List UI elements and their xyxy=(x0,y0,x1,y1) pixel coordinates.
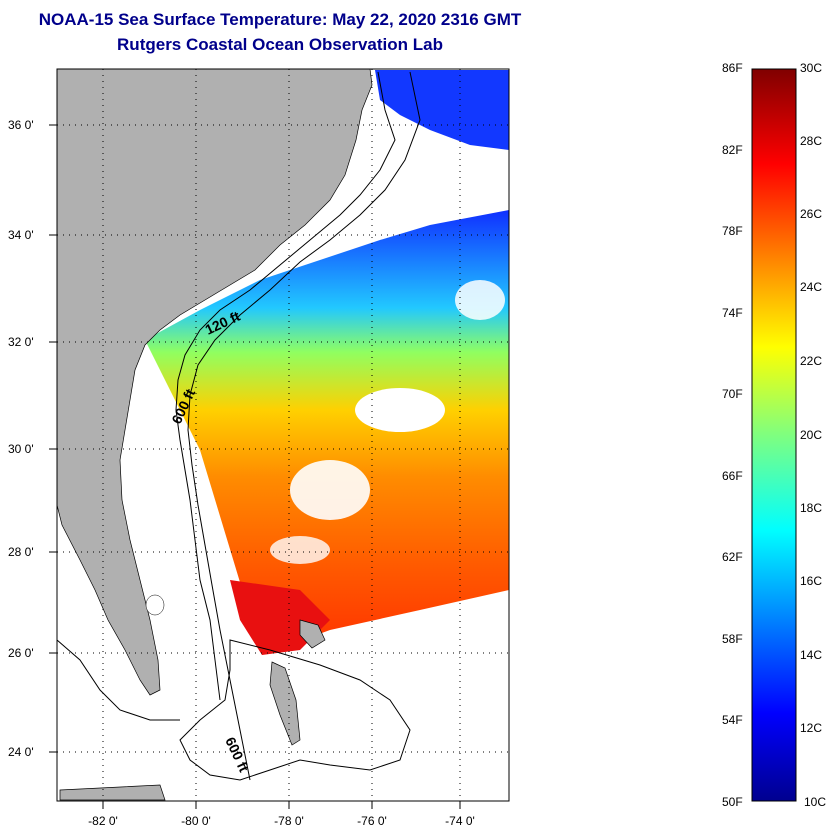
depth-contour-bahamas xyxy=(179,639,411,781)
colorbar-f-label: 86F xyxy=(722,61,743,75)
colorbar-f-label: 78F xyxy=(722,224,743,238)
lon-tick-label: -80 0' xyxy=(181,814,211,828)
colorbar-c-label: 18C xyxy=(800,501,823,515)
latitude-axis: 36 0' 34 0' 32 0' 30 0' 28 0' 26 0' 24 0… xyxy=(8,118,57,759)
map-title: NOAA-15 Sea Surface Temperature: May 22,… xyxy=(38,10,522,29)
colorbar-c-label: 26C xyxy=(800,207,823,221)
lon-tick-label: -78 0' xyxy=(274,814,304,828)
colorbar-c-label: 24C xyxy=(800,280,823,294)
cloud-patch xyxy=(290,460,370,520)
sst-northern-swath xyxy=(375,70,509,150)
colorbar-c-label: 16C xyxy=(800,574,823,588)
colorbar-c-label: 28C xyxy=(800,134,823,148)
lat-tick-label: 30 0' xyxy=(8,442,34,456)
colorbar-f-label: 82F xyxy=(722,143,743,157)
colorbar-f-label: 50F xyxy=(722,795,743,809)
lat-tick-label: 24 0' xyxy=(8,745,34,759)
cloud-patch xyxy=(270,536,330,564)
depth-contour-600ft xyxy=(187,71,421,781)
colorbar-c-label: 20C xyxy=(800,428,823,442)
longitude-axis: -82 0' -80 0' -78 0' -76 0' -74 0' xyxy=(88,801,475,828)
lat-tick-label: 34 0' xyxy=(8,228,34,242)
colorbar xyxy=(751,68,797,802)
lon-tick-label: -74 0' xyxy=(445,814,475,828)
map-subtitle: Rutgers Coastal Ocean Observation Lab xyxy=(117,35,443,54)
land-bahamas xyxy=(299,619,326,649)
depth-contour-florida-west xyxy=(56,639,180,721)
map-border xyxy=(56,68,510,802)
map-grid xyxy=(57,69,509,801)
lat-tick-label: 36 0' xyxy=(8,118,34,132)
colorbar-c-label: 10C xyxy=(804,795,827,809)
land-us-southeast xyxy=(56,68,373,696)
colorbar-f-label: 54F xyxy=(722,713,743,727)
colorbar-c-label: 14C xyxy=(800,648,823,662)
land-bahamas xyxy=(59,784,166,801)
colorbar-f-label: 66F xyxy=(722,469,743,483)
land-bahamas xyxy=(269,661,301,746)
colorbar-c-label: 22C xyxy=(800,354,823,368)
colorbar-f-label: 70F xyxy=(722,387,743,401)
lat-tick-label: 32 0' xyxy=(8,335,34,349)
cloud-patch xyxy=(355,388,445,432)
lat-tick-label: 28 0' xyxy=(8,545,34,559)
lon-tick-label: -76 0' xyxy=(357,814,387,828)
lon-tick-label: -82 0' xyxy=(88,814,118,828)
colorbar-f-label: 62F xyxy=(722,550,743,564)
colorbar-c-label: 30C xyxy=(800,61,823,75)
depth-contour-120ft xyxy=(175,71,396,701)
colorbar-f-label: 74F xyxy=(722,306,743,320)
colorbar-c-label: 12C xyxy=(800,721,823,735)
lake-okeechobee xyxy=(145,594,165,616)
cloud-patch xyxy=(455,280,505,320)
sst-swath xyxy=(145,210,509,655)
colorbar-f-label: 58F xyxy=(722,632,743,646)
lat-tick-label: 26 0' xyxy=(8,646,34,660)
